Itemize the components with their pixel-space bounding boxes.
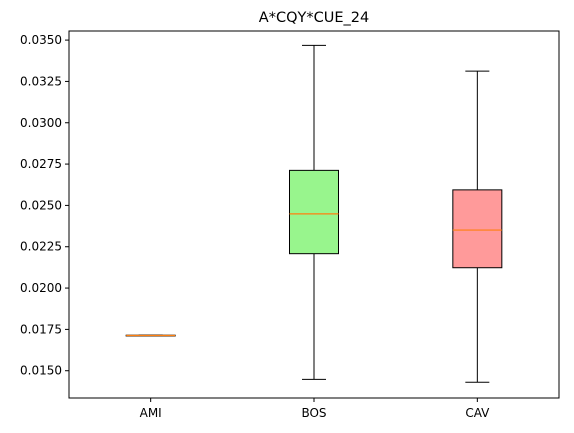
x-tick-label: CAV: [465, 406, 490, 420]
box-bos: [289, 44, 339, 380]
iqr-box: [452, 189, 503, 269]
y-tick-label: 0.0225: [20, 240, 62, 254]
y-tick-label: 0.0150: [20, 364, 62, 378]
x-axis: AMI BOS CAV: [140, 398, 490, 420]
boxes: [125, 44, 503, 383]
x-tick-label: AMI: [140, 406, 162, 420]
chart-title: A*CQY*CUE_24: [259, 10, 369, 26]
box-ami: [125, 334, 176, 337]
y-tick-label: 0.0325: [20, 74, 62, 88]
y-tick-label: 0.0300: [20, 116, 62, 130]
iqr-box: [289, 169, 339, 255]
box-cav: [452, 70, 503, 383]
y-axis: 0.0150 0.0175 0.0200 0.0225 0.0250 0.0275 0.03…: [20, 33, 69, 378]
y-tick-label: 0.0200: [20, 281, 62, 295]
x-tick-label: BOS: [301, 406, 326, 420]
y-tick-label: 0.0175: [20, 322, 62, 336]
y-tick-label: 0.0275: [20, 157, 62, 171]
y-tick-label: 0.0350: [20, 33, 62, 47]
y-tick-label: 0.0250: [20, 198, 62, 212]
